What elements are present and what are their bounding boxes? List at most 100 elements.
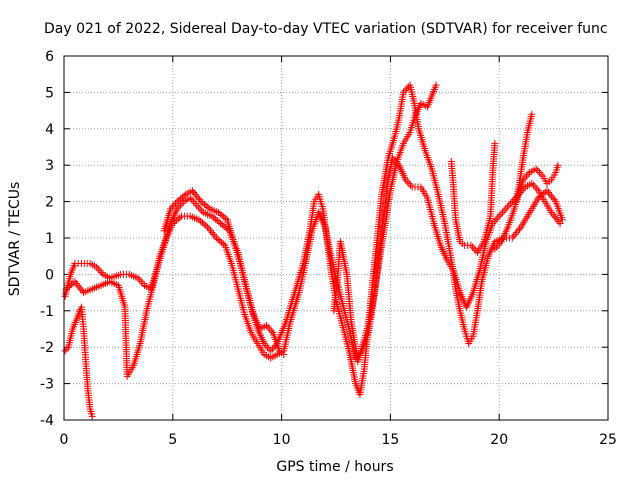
data-point [529,181,537,189]
data-point [535,168,543,176]
data-point [208,229,216,237]
data-point [467,241,475,249]
data-point [77,285,85,293]
data-point [195,216,203,224]
data-point [497,210,505,218]
data-point [508,234,516,242]
data-point [172,199,180,207]
data-point [547,192,555,200]
data-point [134,274,142,282]
data-point [216,237,224,245]
axis-ticks [63,55,609,421]
x-tick-label: 20 [490,432,508,448]
x-tick-label: 0 [60,432,69,448]
data-point [67,281,75,289]
data-point [399,88,407,96]
data-point [207,227,215,235]
data-point [191,190,199,198]
data-point [263,343,271,351]
data-point [494,241,502,249]
data-point [220,213,228,221]
data-point [556,219,564,227]
data-point [188,196,196,204]
y-tick-label: 6 [45,49,54,65]
data-point [218,221,226,229]
data-point [193,192,201,200]
data-point [170,201,178,209]
data-point [167,205,175,213]
data-point [547,209,555,217]
data-point [88,412,96,420]
data-point [280,350,288,358]
data-point [175,196,183,204]
data-point [188,187,196,195]
data-point [537,170,545,178]
data-point [503,203,511,211]
y-tick-label: 5 [45,85,54,101]
y-tick-label: 4 [45,122,54,138]
data-point [93,263,101,271]
data-point [213,217,221,225]
x-tick-label: 15 [381,432,399,448]
data-point [196,205,204,213]
x-tick-label: 5 [168,432,177,448]
data-point [519,176,527,184]
data-point [524,170,532,178]
data-point [193,201,201,209]
data-point [61,347,69,355]
data-point [534,167,542,175]
series-track-c [62,154,564,380]
grid-lines [64,56,608,420]
data-point [72,280,80,287]
data-point [507,199,515,207]
data-point [490,218,498,226]
data-point [66,282,74,290]
data-point [210,214,218,222]
data-point [403,178,411,186]
data-point [554,161,562,169]
data-point [389,154,397,162]
data-point [514,227,522,235]
data-point [173,198,181,206]
data-point [498,209,506,217]
data-point [137,278,145,286]
data-point [549,194,557,202]
series-track-e [330,81,440,366]
data-point [513,229,521,237]
data-point [216,210,224,218]
data-point [205,225,213,233]
data-point [550,196,558,204]
data-point [270,343,278,351]
data-point [180,192,188,200]
data-point [528,110,536,118]
data-point [168,203,176,211]
data-point [528,179,536,187]
data-point [186,194,194,202]
data-point [202,202,210,210]
data-point [197,198,205,206]
data-point [500,207,508,215]
data-point [214,235,222,243]
data-point [543,187,551,195]
data-point [531,183,539,191]
data-point [510,232,518,240]
data-point [174,215,182,223]
data-point [492,216,500,224]
data-point [218,211,226,219]
data-point [533,185,541,193]
data-point [407,181,415,189]
data-point [521,174,529,182]
data-point [260,340,268,348]
data-point [172,217,180,225]
data-point [402,176,410,184]
data-point [491,139,499,147]
x-tick-label: 10 [273,432,291,448]
y-axis-label: SDTVAR / TECUs [7,182,23,297]
y-tick-label: 3 [45,158,54,174]
data-point [176,201,184,209]
data-point [173,205,181,213]
data-point [209,230,217,238]
data-point [262,341,270,349]
data-point [71,278,79,286]
data-point [545,189,553,196]
